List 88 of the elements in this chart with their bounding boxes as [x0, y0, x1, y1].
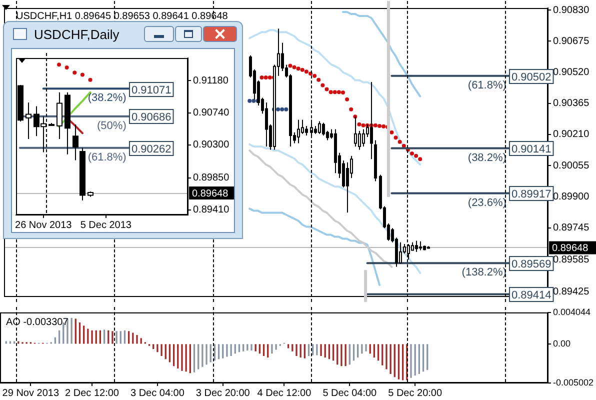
annotation: 0.90502 — [512, 72, 552, 84]
series-label: (38.2%) — [468, 152, 506, 164]
ref-line-label: 0.89648 — [192, 188, 229, 200]
x-tick-label: 3 Dec 04:00 — [130, 388, 185, 399]
y-tick-label: 0.89425 — [553, 286, 590, 298]
series-label: (38.2%) — [88, 92, 126, 104]
annotation: 0.90141 — [512, 144, 552, 156]
point — [345, 97, 350, 102]
chart-title: USDCHF,Daily — [34, 27, 120, 42]
annotation: 0.89917 — [512, 188, 552, 201]
point — [300, 68, 304, 72]
y-tick-label: 0.89850 — [193, 172, 230, 184]
annotation: 0.90686 — [132, 112, 172, 124]
point — [418, 157, 422, 162]
annotation: 0.89414 — [512, 290, 552, 302]
point — [361, 123, 366, 128]
y-tick-label: 0.89585 — [553, 254, 590, 266]
point — [402, 144, 406, 148]
y-tick-label: 0.90210 — [553, 129, 590, 140]
point — [414, 154, 418, 158]
x-tick-label: 3 Dec 20:00 — [196, 388, 250, 399]
point — [316, 78, 321, 82]
x-tick-label: 29 Nov 2013 — [2, 388, 60, 399]
point — [357, 122, 362, 126]
point — [288, 64, 292, 68]
y-tick-label: 0.90300 — [193, 140, 230, 151]
point — [248, 98, 252, 103]
x-tick-label: 5 Dec 2013 — [80, 220, 132, 231]
x-tick-label: 5 Dec 20:00 — [388, 388, 442, 399]
x-tick-label: 4 Dec 12:00 — [257, 388, 312, 399]
point — [276, 107, 280, 112]
annotation: 0.89569 — [512, 258, 552, 271]
point — [292, 65, 296, 70]
y-tick-label: 0.89745 — [553, 222, 590, 234]
y-tick-label: 0.90830 — [553, 4, 590, 16]
y-tick-label: 0.90520 — [553, 66, 590, 78]
series-label: (50%) — [97, 120, 126, 132]
point — [394, 136, 398, 140]
y-tick-label: 0.89410 — [193, 204, 230, 216]
annotation: 0.90262 — [132, 144, 172, 156]
point — [268, 75, 272, 80]
y-tick-label: 0.90365 — [553, 98, 590, 110]
point — [390, 130, 394, 134]
y-tick-label: 0.90675 — [553, 36, 590, 47]
point — [88, 78, 92, 82]
point — [349, 107, 354, 112]
text: AO -0.003307 — [6, 317, 69, 328]
point — [304, 70, 308, 74]
point — [340, 90, 345, 94]
point — [373, 123, 378, 128]
ref-line-label: 0.89648 — [552, 242, 589, 254]
point — [260, 75, 264, 80]
point — [312, 74, 317, 78]
point — [332, 90, 337, 94]
point — [57, 62, 61, 67]
point — [378, 124, 382, 128]
point — [72, 70, 77, 75]
series-label: (61.8%) — [468, 79, 506, 92]
point — [80, 72, 84, 77]
y-tick-label: 0.004044 — [553, 306, 591, 317]
y-tick-label: 0.90740 — [193, 108, 230, 119]
series-label: (138.2%) — [462, 266, 506, 279]
point — [328, 90, 333, 94]
y-tick-label: 0.91180 — [193, 75, 229, 86]
series-label: (23.6%) — [468, 196, 506, 209]
x-tick-label: 2 Dec 12:00 — [65, 388, 120, 399]
y-tick-label: -0.005002 — [553, 377, 594, 388]
chart-title: USDCHF,H1 0.89645 0.89653 0.89641 0.89648 — [16, 10, 228, 22]
point — [64, 65, 69, 70]
point — [264, 75, 268, 80]
point — [308, 72, 313, 76]
point — [296, 66, 300, 71]
point — [284, 107, 288, 112]
y-tick-label: 0.00 — [553, 338, 571, 348]
point — [252, 98, 256, 103]
y-tick-label: 0.89900 — [553, 191, 590, 202]
point — [280, 107, 284, 112]
point — [324, 87, 329, 92]
y-tick-label: 0.90055 — [553, 160, 590, 172]
point — [320, 83, 325, 88]
point — [398, 140, 402, 144]
annotation: 0.91071 — [132, 84, 172, 97]
point — [382, 124, 386, 128]
x-tick-label: 5 Dec 04:00 — [322, 388, 378, 399]
point — [410, 152, 414, 156]
x-tick-label: 26 Nov 2013 — [15, 220, 72, 231]
point — [336, 90, 341, 94]
series-label: (61.8%) — [88, 151, 126, 164]
